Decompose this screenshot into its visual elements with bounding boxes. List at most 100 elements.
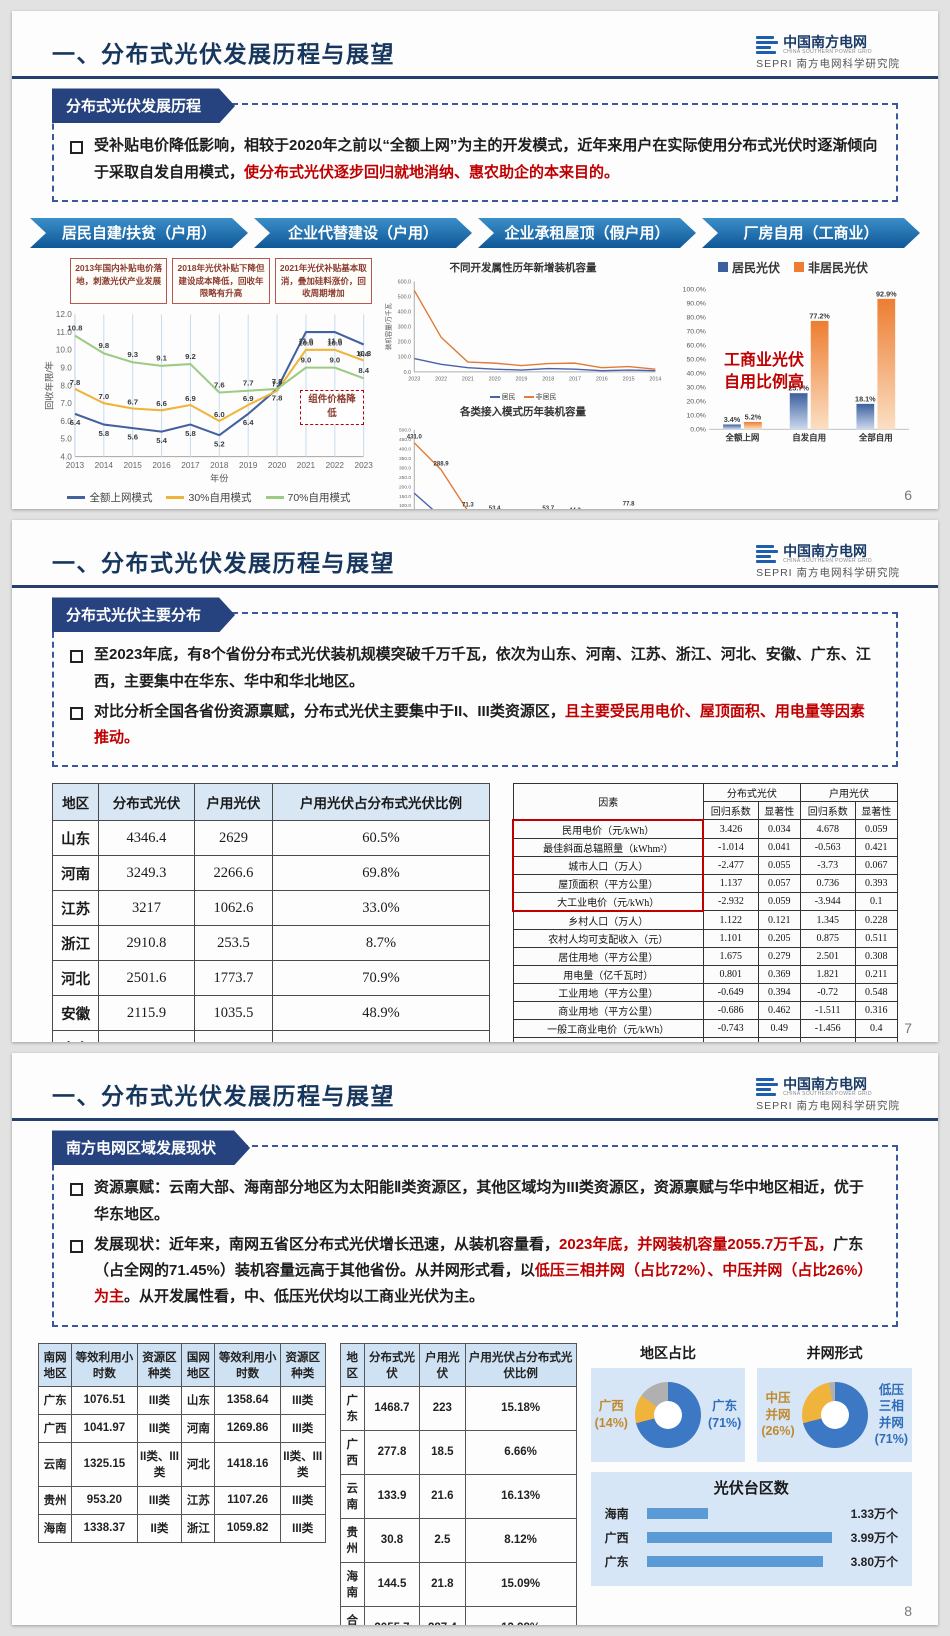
mini-chart-title: 不同开发属性历年新增装机容量	[449, 261, 597, 274]
page-title: 一、分布式光伏发展历程与展望	[52, 1083, 395, 1109]
svg-text:2015: 2015	[623, 376, 635, 382]
table-cell: 1468.7	[363, 1385, 421, 1431]
table-cell: 133.9	[363, 1473, 421, 1519]
donut-title: 并网形式	[806, 1344, 863, 1361]
svg-text:77.2%: 77.2%	[809, 311, 830, 320]
svg-text:500.0: 500.0	[399, 427, 411, 433]
svg-text:5.8: 5.8	[98, 429, 109, 438]
donut-label-left: 广西 (14%)	[594, 1399, 628, 1430]
svg-text:2014: 2014	[95, 461, 114, 470]
table-cell: 3.426	[702, 819, 759, 839]
table-cell: III类	[279, 1385, 326, 1415]
hbar-value: 3.80万个	[850, 1554, 898, 1569]
svg-text:8.0: 8.0	[60, 381, 72, 390]
table-cell: 0.316	[854, 1000, 899, 1020]
table-row: 河南 3249.3 2266.6 69.8%	[51, 855, 490, 892]
svg-text:2022: 2022	[435, 376, 447, 382]
svg-text:7.7: 7.7	[272, 380, 283, 389]
svg-text:2016: 2016	[596, 376, 608, 382]
table-row: 广东 1076.51 III类 山东 1358.64 III类	[37, 1385, 326, 1415]
table-cell: 33.0%	[272, 890, 490, 927]
section-box: 分布式光伏发展历程 受补贴电价降低影响，相较于2020年之前以“全额上网”为主的…	[52, 103, 898, 202]
svg-text:2019: 2019	[239, 461, 258, 470]
svg-text:0.0%: 0.0%	[690, 427, 706, 434]
svg-text:10.0%: 10.0%	[686, 413, 705, 420]
grid-form-chart: 并网形式 中压并网 (26%) 低压三相并网 (71%)	[757, 1343, 912, 1462]
table-cell: III类	[136, 1385, 183, 1415]
svg-text:6.4: 6.4	[70, 418, 81, 427]
hbar-row: 海南 1.33万个	[605, 1505, 898, 1522]
hbar-row: 广东 3.80万个	[605, 1553, 898, 1570]
table-cell: -1.456	[799, 1018, 856, 1038]
hbar-row: 广西 3.99万个	[605, 1529, 898, 1546]
table-cell: 最佳斜面总辐照量（kWhm²）	[511, 837, 705, 857]
table-cell: 60.5%	[272, 820, 490, 857]
logo-subtitle: SEPRI 南方电网科学研究院	[756, 1099, 900, 1112]
table-row: 最佳斜面总辐照量（kWhm²） -1.014 0.041 -0.563 0.421	[511, 837, 899, 857]
svg-text:9.1: 9.1	[156, 354, 167, 363]
svg-text:2020: 2020	[489, 376, 501, 382]
hbar-value: 3.99万个	[850, 1530, 898, 1545]
svg-text:5.2: 5.2	[214, 440, 225, 449]
table-cell: 30.8	[363, 1517, 421, 1563]
legend-item: 非居民	[523, 392, 557, 402]
svg-text:10.8: 10.8	[67, 324, 83, 333]
svg-text:100.0: 100.0	[398, 355, 411, 361]
legend-swatch-icon	[489, 395, 500, 398]
svg-text:9.3: 9.3	[127, 350, 138, 359]
table-cell: II类	[136, 1513, 183, 1543]
table-cell: 贵州	[37, 1485, 73, 1515]
table-cell: 0.421	[854, 837, 899, 857]
legend-item: 居民光伏	[717, 259, 780, 276]
column-header: 回归系数	[702, 801, 759, 821]
svg-text:2017: 2017	[569, 376, 581, 382]
table-cell: -2.932	[702, 891, 759, 912]
mini-chart-title: 各类接入模式历年装机容量	[460, 405, 586, 418]
table-cell: 0.308	[854, 946, 899, 966]
legend-item: 全额上网模式	[67, 490, 152, 505]
table-cell: 0.56	[757, 1036, 801, 1042]
table-cell: 河南	[51, 855, 100, 892]
table-row: 广西 277.8 18.5 6.66%	[339, 1429, 577, 1475]
table-cell: 277.8	[363, 1429, 421, 1475]
svg-text:5.4: 5.4	[156, 436, 167, 445]
table-cell: 0.801	[702, 964, 759, 984]
bullet-square-icon	[70, 1239, 83, 1253]
svg-text:装机容量/万千瓦: 装机容量/万千瓦	[384, 303, 393, 350]
svg-text:2021: 2021	[462, 376, 474, 382]
table-cell: 浙江	[181, 1513, 216, 1543]
table-cell: III类	[279, 1485, 326, 1515]
csg-logo-icon	[756, 1078, 779, 1097]
mini1-legend: 居民 非居民	[382, 392, 664, 402]
svg-text:2015: 2015	[124, 461, 143, 470]
section-tag: 分布式光伏主要分布	[52, 597, 235, 632]
table-cell: 广东	[339, 1385, 365, 1431]
table-row: 用电量（亿千瓦时） 0.801 0.369 1.821 0.211	[512, 964, 899, 984]
svg-text:12.0: 12.0	[56, 310, 72, 319]
table-row: 居住用地（平方公里） 1.675 0.279 2.501 0.308	[512, 946, 899, 966]
table-cell: 0.4	[854, 1018, 899, 1038]
table-cell: 1325.15	[71, 1441, 138, 1487]
table-cell: -2.477	[702, 855, 759, 875]
table-cell: 广东	[37, 1385, 73, 1415]
table-cell: 0.057	[757, 873, 801, 893]
svg-text:7.8: 7.8	[70, 378, 81, 387]
table-cell: 0.49	[757, 1018, 801, 1038]
column-header: 等效利用小时数	[71, 1342, 138, 1387]
bullet-square-icon	[70, 706, 83, 720]
svg-text:6.4: 6.4	[243, 418, 254, 427]
table-cell: 15.09%	[464, 1561, 577, 1607]
table-cell: 1358.64	[214, 1385, 281, 1415]
column-header: 资源区种类	[279, 1342, 326, 1387]
column-header: 等效利用小时数	[214, 1342, 281, 1387]
table-cell: 人均gdp（元）	[512, 1036, 704, 1042]
svg-text:5.8: 5.8	[185, 429, 196, 438]
bar-legend: 居民光伏 非居民光伏	[672, 259, 914, 276]
svg-text:2021: 2021	[297, 461, 316, 470]
svg-text:80.0%: 80.0%	[686, 314, 705, 321]
bullet-item: 对比分析全国各省份资源禀赋，分布式光伏主要集中于II、III类资源区，且主要受民…	[70, 699, 878, 752]
section-tag: 分布式光伏发展历程	[52, 88, 235, 123]
legend-item: 30%自用模式	[166, 490, 252, 505]
